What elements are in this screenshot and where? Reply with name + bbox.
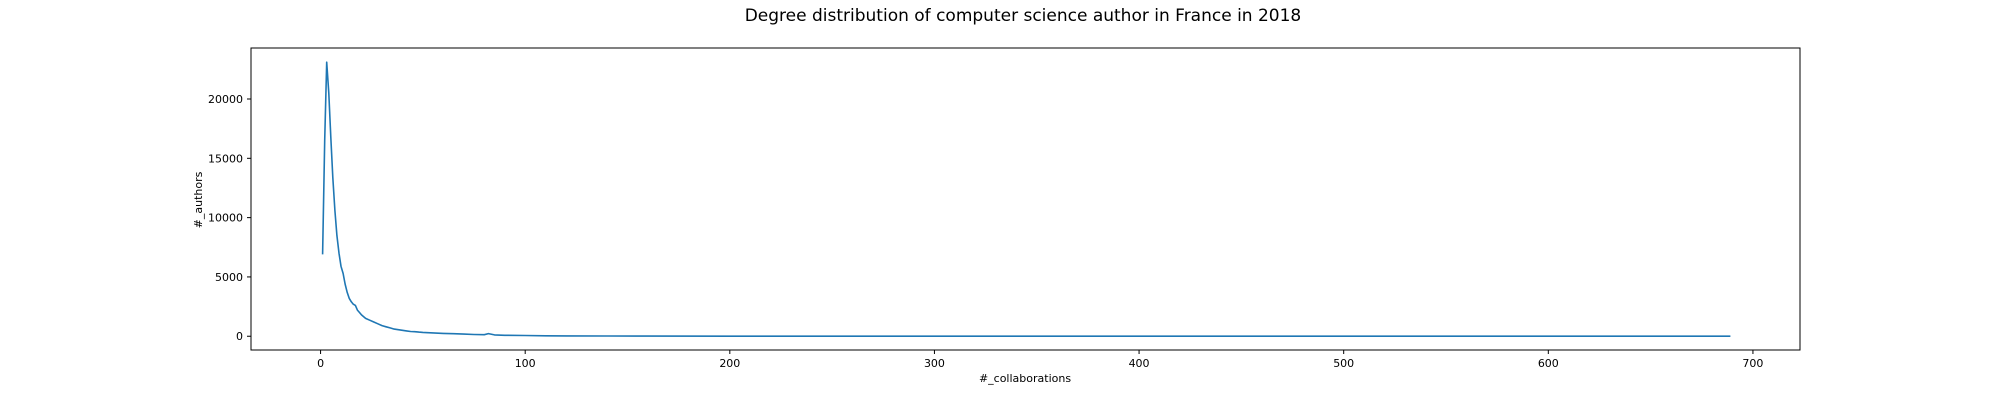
x-tick-label: 200 <box>719 357 740 370</box>
x-tick-label: 400 <box>1129 357 1150 370</box>
y-axis-label: #_authors <box>192 171 205 228</box>
y-tick-label: 5000 <box>215 271 243 284</box>
series-line-0 <box>321 61 1731 338</box>
x-axis: 0 100 200 300 400 500 600 700 <box>317 350 1763 370</box>
x-tick-label: 300 <box>924 357 945 370</box>
chart-title: Degree distribution of computer science … <box>745 6 1302 26</box>
x-axis-label: #_collaborations <box>979 372 1071 385</box>
x-tick-label: 100 <box>515 357 536 370</box>
x-tick-label: 600 <box>1538 357 1559 370</box>
x-tick-label: 0 <box>317 357 324 370</box>
axes-frame <box>250 47 1801 351</box>
x-tick-label: 700 <box>1742 357 1763 370</box>
x-tick-label: 500 <box>1333 357 1354 370</box>
plot-area <box>321 61 1731 338</box>
y-axis: 0 5000 10000 15000 20000 <box>208 93 251 343</box>
y-tick-label: 10000 <box>208 212 243 225</box>
y-tick-label: 0 <box>236 330 243 343</box>
y-tick-label: 20000 <box>208 93 243 106</box>
y-tick-label: 15000 <box>208 152 243 165</box>
